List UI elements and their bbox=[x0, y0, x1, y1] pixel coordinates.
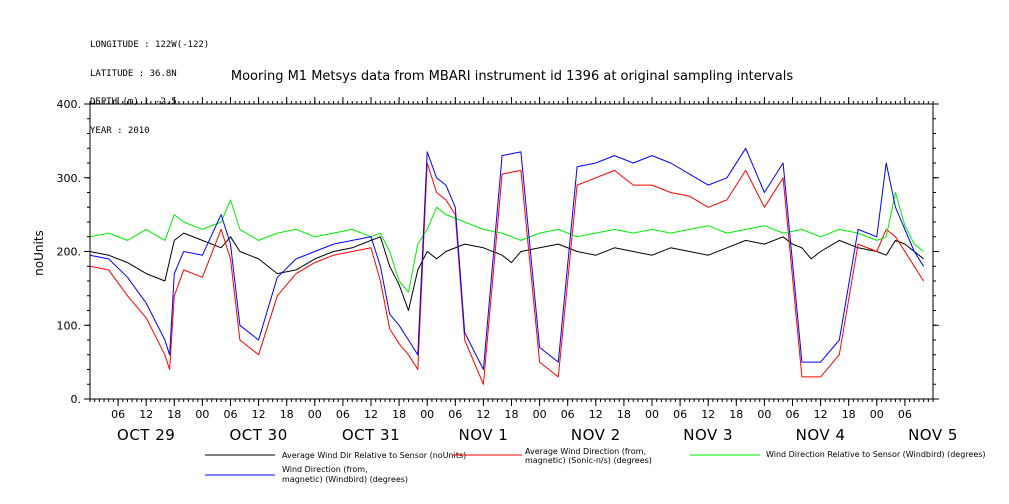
x-tick-label: 06 bbox=[898, 408, 912, 421]
day-label: OCT 30 bbox=[229, 426, 287, 444]
x-tick-label: 00 bbox=[420, 408, 434, 421]
latitude-text: LATITUDE : 36.8N bbox=[90, 68, 177, 79]
x-tick-label: 18 bbox=[617, 408, 631, 421]
day-label: OCT 29 bbox=[117, 426, 175, 444]
y-tick-label: 200. bbox=[57, 246, 82, 259]
day-label: NOV 2 bbox=[571, 426, 621, 444]
day-label: OCT 31 bbox=[342, 426, 400, 444]
series-line-2 bbox=[89, 162, 925, 385]
x-tick-label: 18 bbox=[167, 408, 181, 421]
x-tick-label: 00 bbox=[645, 408, 659, 421]
x-tick-label: 12 bbox=[701, 408, 715, 421]
plot-frame bbox=[89, 103, 934, 400]
x-tick-label: 06 bbox=[224, 408, 238, 421]
x-tick-label: 00 bbox=[533, 408, 547, 421]
x-tick-label: 18 bbox=[729, 408, 743, 421]
series-line-4 bbox=[89, 147, 925, 370]
metadata-block: LONGITUDE : 122W(-122) LATITUDE : 36.8N … bbox=[90, 22, 209, 146]
legend-label-blue-2: magnetic) (Windbird) (degrees) bbox=[282, 475, 408, 484]
x-tick-label: 06 bbox=[336, 408, 350, 421]
legend: Average Wind Dir Relative to Sensor (noU… bbox=[205, 447, 986, 484]
y-tick-label: 0. bbox=[71, 393, 82, 406]
x-tick-label: 12 bbox=[139, 408, 153, 421]
day-label: NOV 5 bbox=[908, 426, 958, 444]
chart-title: Mooring M1 Metsys data from MBARI instru… bbox=[231, 69, 793, 84]
x-tick-label: 18 bbox=[392, 408, 406, 421]
x-tick-label: 06 bbox=[786, 408, 800, 421]
x-tick-label: 00 bbox=[308, 408, 322, 421]
legend-label-blue-1: Wind Direction (from, bbox=[282, 465, 368, 474]
x-tick-label: 06 bbox=[448, 408, 462, 421]
x-tick-label: 00 bbox=[757, 408, 771, 421]
axes-layer: 0. 100. 200. 300. 400. 06 12 18 00 06 12 18 00 06 12 18… bbox=[57, 97, 958, 444]
y-tick-label: 300. bbox=[57, 172, 82, 185]
y-tick-label: 100. bbox=[57, 319, 82, 332]
y-tick-label: 400. bbox=[57, 98, 82, 111]
x-tick-label: 18 bbox=[842, 408, 856, 421]
legend-label-red-1: Average Wind Direction (from, bbox=[525, 447, 646, 456]
x-tick-label: 12 bbox=[814, 408, 828, 421]
x-tick-label: 18 bbox=[280, 408, 294, 421]
series-line-1 bbox=[89, 232, 924, 311]
x-tick-label: 06 bbox=[673, 408, 687, 421]
legend-label-black: Average Wind Dir Relative to Sensor (noU… bbox=[282, 451, 466, 460]
depth-text: DEPTH (m) : -2.5 bbox=[90, 97, 177, 107]
legend-label-green: Wind Direction Relative to Sensor (Windb… bbox=[766, 450, 986, 459]
x-tick-label: 12 bbox=[364, 408, 378, 421]
x-tick-label: 06 bbox=[561, 408, 575, 421]
legend-label-red-2: magnetic) (Sonic-n/s) (degrees) bbox=[525, 456, 652, 465]
x-tick-label: 06 bbox=[111, 408, 125, 421]
day-label: NOV 1 bbox=[458, 426, 508, 444]
series-layer bbox=[89, 147, 925, 385]
longitude-text: LONGITUDE : 122W(-122) bbox=[90, 40, 210, 50]
series-line-3 bbox=[89, 192, 924, 293]
day-label: NOV 4 bbox=[796, 426, 846, 444]
x-tick-label: 00 bbox=[870, 408, 884, 421]
x-tick-label: 12 bbox=[589, 408, 603, 421]
y-axis-label: noUnits bbox=[32, 230, 46, 276]
day-label: NOV 3 bbox=[683, 426, 733, 444]
x-tick-label: 12 bbox=[476, 408, 490, 421]
x-tick-label: 00 bbox=[195, 408, 209, 421]
x-tick-label: 18 bbox=[505, 408, 519, 421]
x-tick-label: 12 bbox=[252, 408, 266, 421]
year-text: YEAR : 2010 bbox=[90, 125, 150, 136]
